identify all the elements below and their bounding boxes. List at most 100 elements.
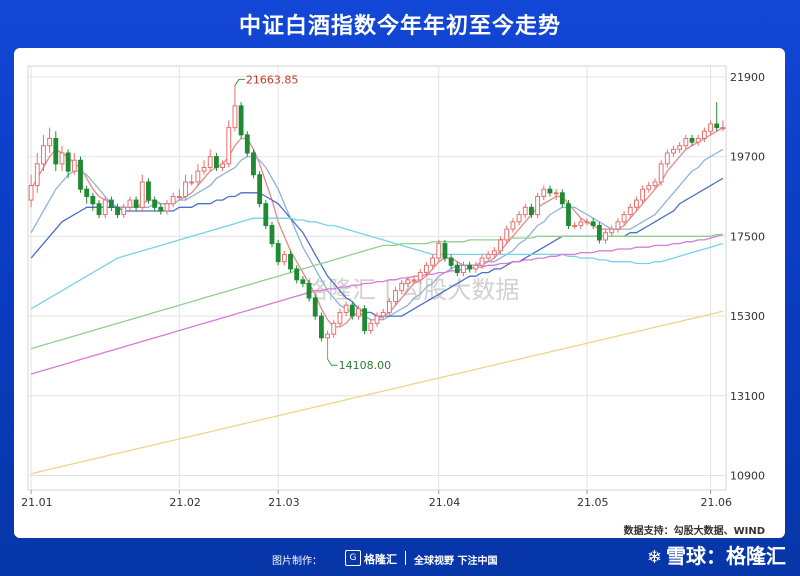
candlestick-chart: 格隆汇 | 勾股大数据 2190019700175001530013100109… — [21, 65, 765, 509]
candle — [195, 163, 201, 186]
candle-body — [312, 297, 318, 317]
candle — [306, 279, 312, 302]
candle-body — [356, 308, 361, 317]
candle-body — [220, 163, 225, 168]
candle — [541, 185, 547, 201]
candle — [362, 305, 368, 335]
candle — [596, 221, 602, 244]
candle-body — [572, 224, 578, 227]
candle-body — [596, 224, 602, 241]
candle-body — [695, 137, 701, 143]
candle-body — [244, 134, 250, 154]
candle — [529, 203, 534, 219]
candle-body — [584, 221, 590, 224]
candle-body — [485, 253, 491, 259]
candle — [677, 142, 683, 153]
candle-body — [139, 181, 145, 208]
candle-body — [53, 137, 59, 165]
candle — [152, 196, 158, 211]
candle — [232, 85, 238, 132]
candle-body — [146, 181, 151, 201]
candle — [522, 203, 528, 219]
candle — [331, 319, 337, 338]
candle — [133, 196, 139, 211]
candle-body — [213, 156, 219, 168]
candle-body — [349, 304, 355, 317]
candle — [102, 196, 108, 219]
candle-body — [300, 279, 306, 284]
candle-body — [195, 170, 201, 183]
made-by-label: 图片制作： — [272, 556, 322, 567]
page-title: 中证白酒指数今年年初至今走势 — [238, 14, 561, 39]
candle — [65, 149, 71, 179]
candle-body — [448, 257, 454, 266]
candle-body — [393, 290, 398, 303]
candle-body — [362, 308, 368, 332]
candle-body — [516, 214, 522, 223]
candle-body — [41, 145, 46, 165]
candle-body — [183, 181, 188, 197]
candle — [411, 276, 417, 284]
candle — [646, 181, 652, 193]
candle-body — [28, 185, 34, 201]
candle — [609, 225, 615, 237]
candle-body — [263, 203, 269, 226]
candle — [491, 247, 497, 259]
candle — [584, 218, 590, 226]
candle — [294, 265, 300, 284]
candle — [300, 276, 306, 288]
annotation-leader — [327, 358, 338, 366]
y-tick-label: 21900 — [730, 71, 765, 84]
candle — [652, 178, 658, 190]
candle — [337, 308, 343, 327]
candle-body — [176, 195, 182, 198]
candle-body — [590, 221, 596, 226]
x-tick-label: 21.06 — [701, 496, 733, 509]
candle — [288, 250, 293, 273]
candle-body — [374, 315, 380, 324]
candle-body — [232, 105, 238, 129]
candle — [553, 189, 559, 201]
candle-body — [430, 257, 436, 266]
candle-body — [269, 224, 275, 245]
candle-body — [152, 199, 158, 208]
candle — [634, 196, 639, 211]
candle — [559, 189, 565, 208]
candle-body — [559, 192, 565, 205]
candle-body — [504, 228, 510, 241]
footer-slogan: 全球视野 下注中国 — [414, 556, 498, 567]
candle-body — [102, 199, 108, 216]
candle-body — [708, 123, 713, 132]
candle-body — [689, 137, 695, 143]
candle-body — [671, 148, 676, 154]
candle — [473, 261, 479, 273]
candle-body — [201, 166, 207, 172]
candle — [640, 185, 646, 204]
candle — [621, 210, 627, 226]
candle-body — [121, 206, 127, 216]
candle — [356, 305, 361, 320]
candle — [504, 225, 510, 244]
candle — [380, 308, 386, 320]
candle-body — [664, 152, 670, 165]
candle — [121, 203, 127, 219]
candle-body — [294, 268, 300, 281]
candle-body — [677, 145, 683, 150]
candle-body — [281, 253, 287, 263]
candle — [84, 185, 90, 204]
footer: 图片制作： G 格隆汇 全球视野 下注中国 — [0, 548, 800, 572]
candle — [448, 254, 454, 269]
candle-body — [251, 152, 256, 176]
candle-body — [158, 206, 164, 212]
footer-logo-text: 格隆汇 — [364, 553, 397, 566]
candle — [325, 330, 330, 360]
y-tick-label: 15300 — [730, 310, 765, 323]
candle — [189, 174, 195, 186]
candle-body — [331, 322, 337, 335]
candle-body — [71, 159, 77, 172]
candle — [664, 149, 670, 168]
candle-body — [454, 264, 460, 274]
candle — [393, 287, 398, 306]
candle — [47, 127, 53, 153]
candle-body — [133, 199, 139, 208]
